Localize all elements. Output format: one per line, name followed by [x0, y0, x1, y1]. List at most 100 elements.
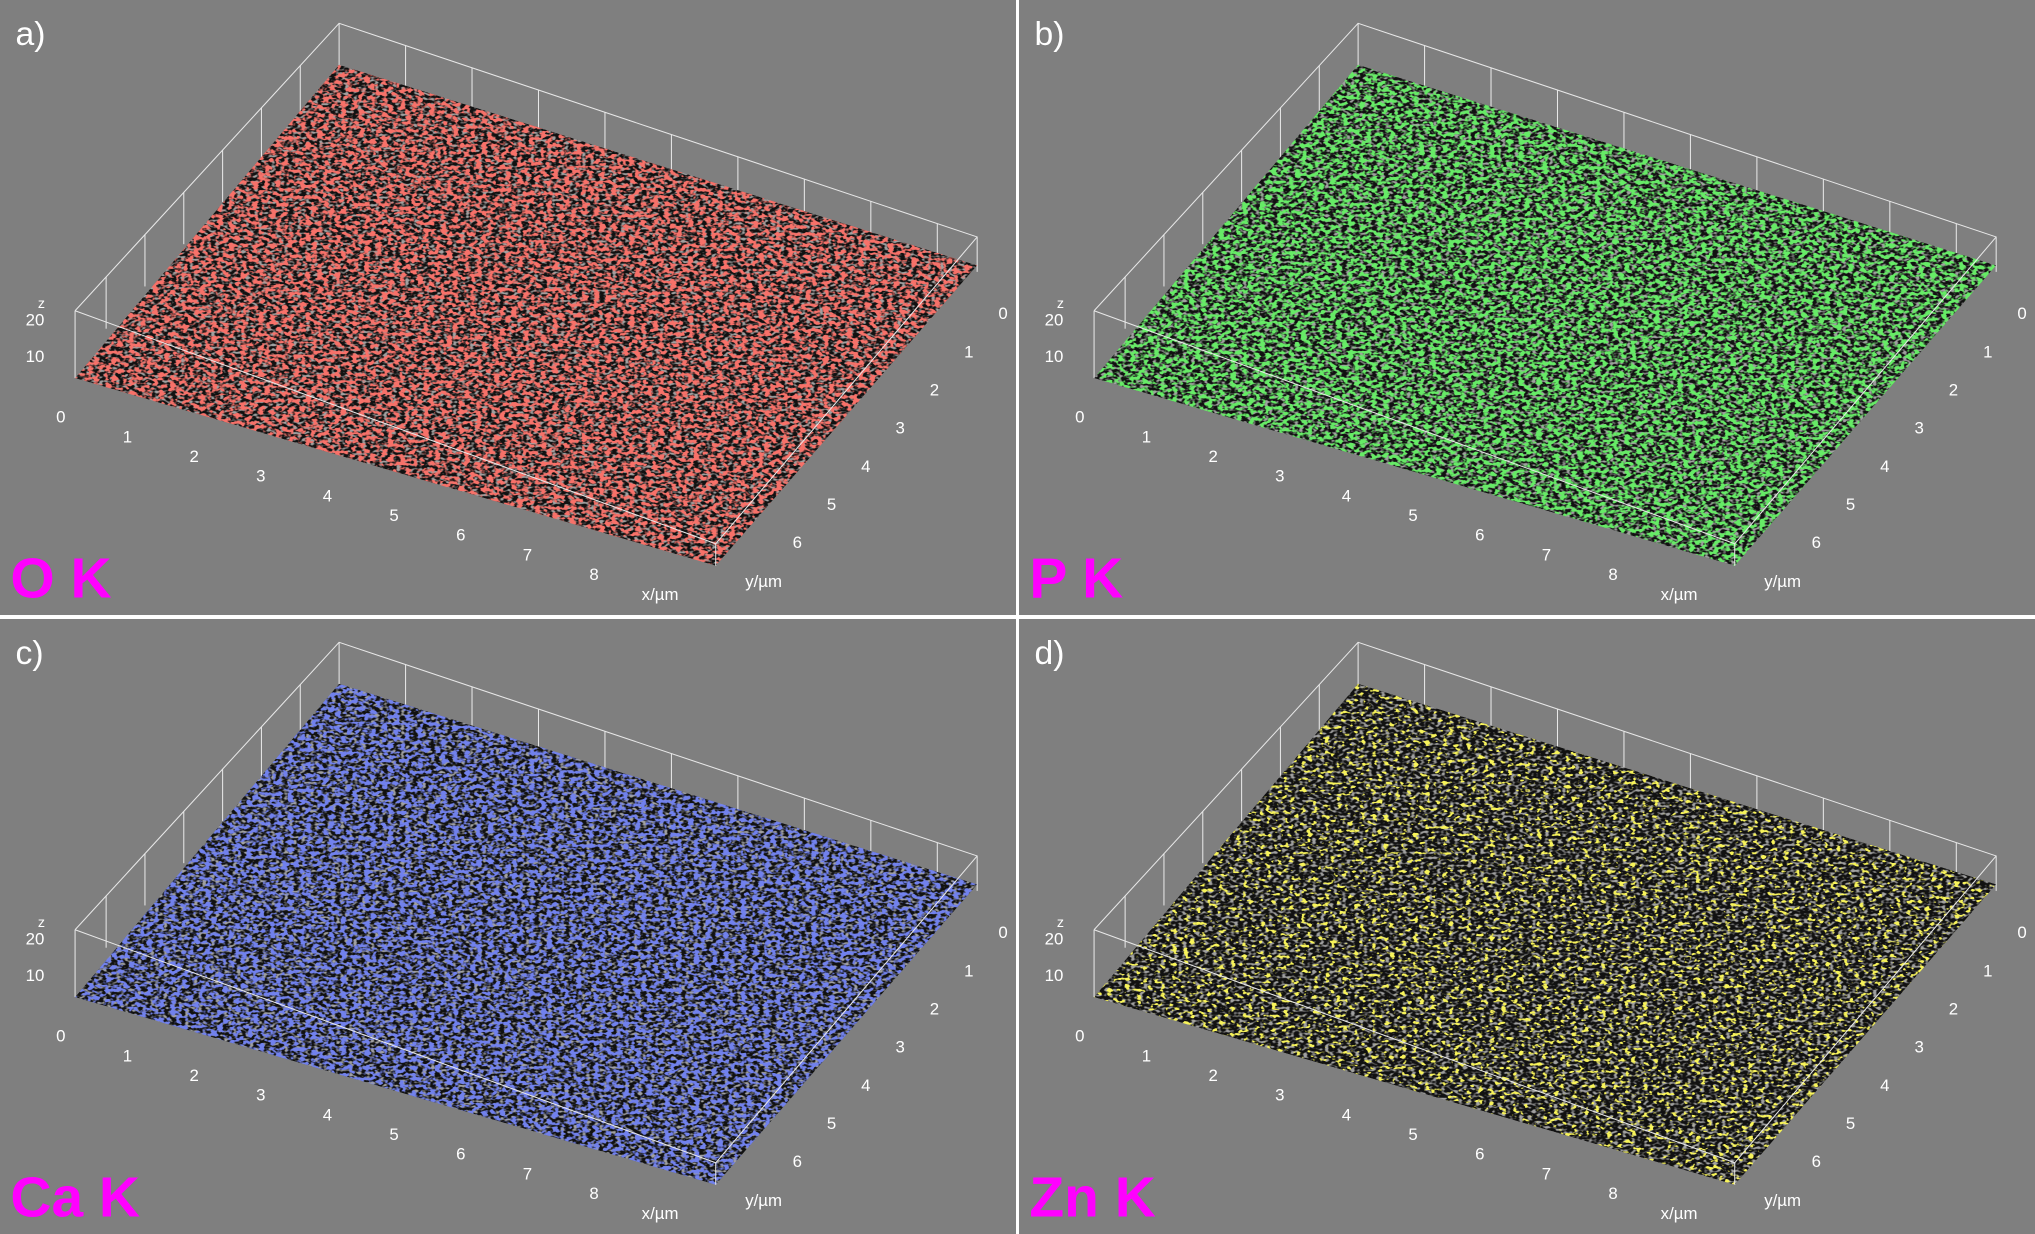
- x-tick-label: 5: [1408, 506, 1417, 525]
- panel-label: c): [16, 635, 44, 672]
- y-tick-label: 6: [1812, 533, 1821, 552]
- y-tick-label: 6: [793, 533, 802, 552]
- y-axis-label: y/µm: [745, 572, 782, 591]
- z-axis-label: z: [38, 296, 45, 312]
- box-wireframe: [74, 641, 978, 998]
- y-tick-label: 3: [1914, 1038, 1923, 1057]
- x-axis-label: x/µm: [1661, 585, 1698, 604]
- y-tick-label: 2: [1949, 380, 1958, 399]
- x-tick-label: 8: [589, 565, 598, 584]
- surface-signal: [75, 683, 978, 1185]
- x-tick-label: 2: [1208, 447, 1217, 466]
- y-tick-label: 0: [2017, 923, 2026, 942]
- x-tick-label: 0: [56, 1027, 65, 1046]
- x-tick-label: 3: [1275, 467, 1284, 486]
- z-tick-label: 10: [26, 347, 45, 366]
- box-edge: [1093, 22, 1997, 312]
- x-tick-label: 2: [1208, 1066, 1217, 1085]
- y-tick-label: 6: [793, 1152, 802, 1171]
- x-tick-label: 5: [1408, 1125, 1417, 1144]
- x-tick-label: 0: [1075, 408, 1084, 427]
- y-tick-label: 1: [1983, 961, 1992, 980]
- x-tick-label: 7: [523, 1164, 532, 1183]
- z-tick-label: 20: [26, 311, 45, 330]
- x-tick-label: 6: [456, 526, 465, 545]
- surface-signal: [75, 64, 978, 566]
- x-tick-label: 8: [589, 1184, 598, 1203]
- x-tick-label: 6: [456, 1145, 465, 1164]
- y-tick-label: 4: [1880, 457, 1889, 476]
- surface-signal: [1094, 64, 1997, 566]
- y-axis-label: y/µm: [1764, 1191, 1801, 1210]
- x-tick-label: 2: [189, 1066, 198, 1085]
- x-tick-label: 7: [1542, 545, 1551, 564]
- x-tick-label: 4: [323, 1105, 332, 1124]
- panel: a) O K 0 1 2 3 4 5 6 7 8 0 1 2 3 4 5 6 10 20z x/µm y/µm: [0, 0, 1016, 615]
- x-tick-label: 3: [256, 467, 265, 486]
- x-tick-label: 7: [1542, 1164, 1551, 1183]
- box-edge: [1093, 855, 1997, 1164]
- y-tick-label: 6: [1812, 1152, 1821, 1171]
- x-tick-label: 8: [1608, 1184, 1617, 1203]
- x-tick-label: 0: [1075, 1027, 1084, 1046]
- x-tick-label: 0: [56, 408, 65, 427]
- z-tick-label: 20: [26, 930, 45, 949]
- y-tick-label: 5: [1846, 495, 1855, 514]
- x-tick-label: 3: [256, 1086, 265, 1105]
- y-tick-label: 5: [1846, 1114, 1855, 1133]
- x-axis-label: x/µm: [642, 585, 679, 604]
- y-tick-label: 0: [2017, 304, 2026, 323]
- x-tick-label: 1: [1142, 1046, 1151, 1065]
- y-tick-label: 3: [895, 1038, 904, 1057]
- surface: [75, 64, 978, 566]
- x-tick-label: 5: [389, 506, 398, 525]
- y-tick-label: 0: [998, 304, 1007, 323]
- z-axis-label: z: [1057, 915, 1064, 931]
- x-tick-label: 6: [1475, 526, 1484, 545]
- surface: [1094, 683, 1997, 1185]
- x-axis-label: x/µm: [1661, 1204, 1698, 1223]
- panel: c) Ca K 0 1 2 3 4 5 6 7 8 0 1 2 3 4 5 6 10 20z x/µm y/µm: [0, 619, 1016, 1234]
- x-tick-label: 7: [523, 545, 532, 564]
- box-wireframe: [74, 22, 978, 379]
- box-edge: [74, 855, 978, 1164]
- box-edge: [1093, 641, 1997, 931]
- z-tick-label: 10: [1045, 347, 1064, 366]
- y-tick-label: 2: [930, 380, 939, 399]
- y-axis-label: y/µm: [745, 1191, 782, 1210]
- element-label: Zn K: [1029, 1166, 1155, 1230]
- x-tick-label: 8: [1608, 565, 1617, 584]
- box-wireframe: [1093, 641, 1997, 998]
- z-tick-label: 10: [1045, 966, 1064, 985]
- box-edge: [74, 641, 978, 931]
- z-tick-label: 10: [26, 966, 45, 985]
- z-tick-label: 20: [1045, 930, 1064, 949]
- x-tick-label: 1: [1142, 427, 1151, 446]
- surface-signal: [1094, 683, 1997, 1185]
- z-axis-label: z: [1057, 296, 1064, 312]
- x-tick-label: 4: [1342, 1105, 1351, 1124]
- z-tick-label: 20: [1045, 311, 1064, 330]
- y-tick-label: 5: [827, 1114, 836, 1133]
- panel-label: b): [1035, 16, 1065, 53]
- panel: d) Zn K 0 1 2 3 4 5 6 7 8 0 1 2 3 4 5 6 10 20z x/µm y/µm: [1019, 619, 2035, 1234]
- z-axis-label: z: [38, 915, 45, 931]
- x-tick-label: 1: [123, 427, 132, 446]
- box-edge: [74, 22, 978, 312]
- x-tick-label: 5: [389, 1125, 398, 1144]
- panel-label: d): [1035, 635, 1065, 672]
- x-tick-label: 1: [123, 1046, 132, 1065]
- y-tick-label: 1: [964, 961, 973, 980]
- y-tick-label: 0: [998, 923, 1007, 942]
- y-tick-label: 3: [1914, 419, 1923, 438]
- y-tick-label: 4: [861, 457, 870, 476]
- box-wireframe: [1093, 22, 1997, 379]
- y-tick-label: 3: [895, 419, 904, 438]
- y-axis-label: y/µm: [1764, 572, 1801, 591]
- y-tick-label: 2: [930, 999, 939, 1018]
- surface: [1094, 64, 1997, 566]
- y-tick-label: 4: [1880, 1076, 1889, 1095]
- panel-label: a): [16, 16, 46, 53]
- x-tick-label: 4: [323, 486, 332, 505]
